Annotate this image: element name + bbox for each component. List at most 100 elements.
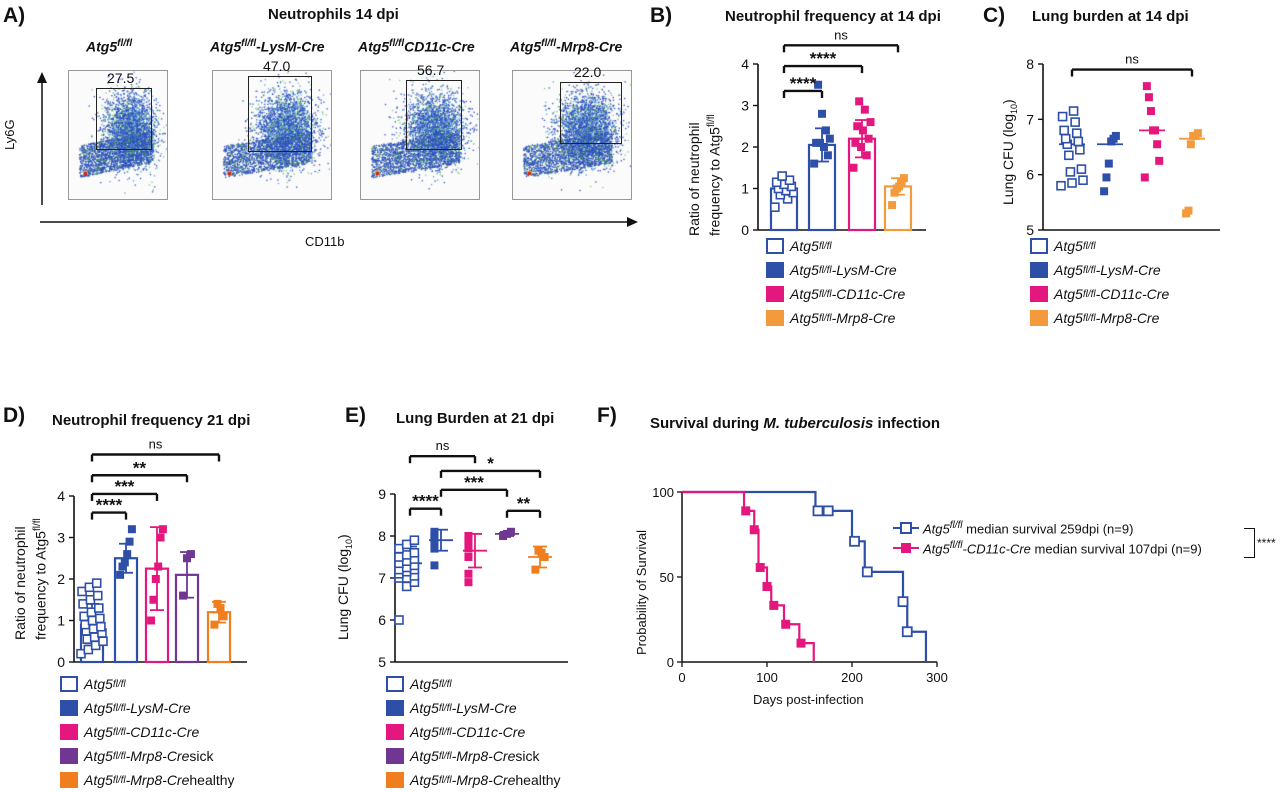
legend-swatch [1030, 238, 1048, 254]
data-point [430, 561, 439, 570]
data-point [394, 543, 404, 554]
gate-box [560, 82, 622, 144]
gate-box [96, 88, 152, 150]
x-tick-label: 0 [678, 670, 685, 685]
event-marker [741, 506, 751, 516]
gate-percentage: 27.5 [107, 70, 135, 86]
survival-line [682, 490, 928, 662]
data-point [855, 97, 864, 106]
data-point [857, 143, 866, 151]
data-point [1102, 173, 1111, 182]
data-point [219, 612, 228, 621]
y-tick-label: 1 [57, 613, 65, 629]
flow-density-cloud [361, 71, 479, 199]
panel-c-legend: Atg5 fl/fl Atg5 fl/fl -LysM-Cre Atg5 fl/fl -C… [1030, 234, 1169, 330]
data-point [98, 636, 108, 647]
y-tick-label: 0 [667, 655, 674, 670]
data-point [823, 151, 832, 160]
gate-percentage: 22.0 [574, 64, 602, 80]
panel-f-title: Survival during M. tuberculosis infectio… [650, 415, 941, 432]
data-point [812, 138, 821, 147]
data-point [1059, 125, 1069, 136]
y-tick-label: 3 [57, 530, 65, 546]
data-point [506, 527, 515, 536]
data-point [464, 578, 473, 587]
data-point [151, 575, 160, 583]
legend-swatch [60, 724, 78, 740]
flow-cytometry-panel: 27.5 Atg5fl/fl 47.0 Atg5fl/fl-LysM-Cre 56.7 A… [0, 0, 650, 260]
data-point [1056, 180, 1066, 191]
data-point [183, 554, 191, 563]
data-point [819, 143, 828, 151]
data-point [120, 558, 129, 567]
y-tick-label: 0 [741, 222, 749, 238]
event-marker [762, 582, 772, 592]
data-point [430, 538, 439, 547]
legend-item: Atg5 fl/fl -Mrp8-Cre [766, 306, 905, 330]
gate-percentage: 56.7 [417, 62, 445, 78]
legend-swatch [386, 724, 404, 740]
significance-label: **** [790, 74, 817, 93]
data-point [464, 532, 473, 540]
significance-label: **** [810, 49, 837, 68]
y-tick-label: 8 [378, 528, 386, 544]
gate-box [248, 76, 312, 152]
legend-item: Atg5 fl/fl -Mrp8-Cre sick [386, 744, 561, 768]
panel-f-xlabel: Days post-infection [753, 692, 864, 707]
legend-swatch [386, 676, 404, 692]
panel-e-title: Lung Burden at 21 dpi [396, 410, 555, 427]
event-marker [781, 619, 791, 629]
data-point [1153, 140, 1162, 149]
significance-label: *** [464, 473, 484, 492]
panel-f-legend-fl: Atg5fl/fl median survival 259dpi (n=9) [893, 518, 1202, 538]
significance-label: ns [1125, 52, 1139, 67]
censor-marker [812, 505, 824, 517]
data-point [777, 171, 787, 181]
legend-item: Atg5 fl/fl -Mrp8-Cre healthy [60, 768, 235, 792]
data-point [1064, 150, 1074, 161]
legend-item: Atg5 fl/fl [386, 672, 561, 696]
data-point [409, 535, 420, 546]
data-point [770, 202, 780, 212]
legend-item: Atg5 fl/fl -CD11c-Cre [386, 720, 561, 744]
data-point [860, 105, 869, 114]
panel-f-legend: Atg5fl/fl median survival 259dpi (n=9) A… [893, 518, 1202, 558]
data-point [116, 570, 125, 579]
significance-label: ns [436, 438, 450, 453]
data-point [1065, 167, 1076, 177]
panel-e-legend: Atg5 fl/fl Atg5 fl/fl -LysM-Cre Atg5 fl/fl -C… [386, 672, 561, 792]
data-point [127, 525, 136, 534]
legend-item: Atg5 fl/fl -Mrp8-Cre sick [60, 744, 235, 768]
data-point [118, 562, 127, 571]
data-point [158, 525, 167, 534]
data-point [1111, 131, 1120, 140]
panel-b-ylabel: Ratio of neutrophil frequency to Atg5fl/… [686, 114, 723, 236]
data-point [401, 550, 412, 560]
legend-swatch [1030, 262, 1048, 278]
legend-swatch [386, 772, 404, 788]
panel-b-legend: Atg5 fl/fl Atg5 fl/fl -LysM-Cre Atg5 fl/fl -C… [766, 234, 905, 330]
significance-label: ns [149, 437, 163, 452]
data-point [853, 122, 862, 131]
panel-f-legend-cd11c: Atg5fl/fl-CD11c-Cre median survival 107d… [893, 538, 1202, 558]
y-tick-label: 5 [1026, 222, 1034, 238]
survival-line [682, 490, 815, 662]
data-point [1184, 206, 1193, 215]
data-point [849, 163, 858, 172]
data-point [464, 569, 473, 578]
flow-plot [212, 70, 332, 200]
data-point [1060, 133, 1071, 144]
legend-swatch [766, 238, 784, 254]
y-tick-label: 5 [378, 654, 386, 670]
x-tick-label: 300 [926, 670, 948, 685]
legend-swatch [386, 748, 404, 764]
legend-item: Atg5 fl/fl [1030, 234, 1169, 258]
data-point [534, 546, 543, 555]
flow-density-cloud [69, 71, 167, 199]
legend-swatch [766, 286, 784, 302]
panel-f-ylabel: Probability of Survival [634, 530, 649, 655]
y-tick-label: 8 [1026, 56, 1034, 72]
censor-marker [861, 566, 873, 578]
data-point [1078, 175, 1088, 185]
